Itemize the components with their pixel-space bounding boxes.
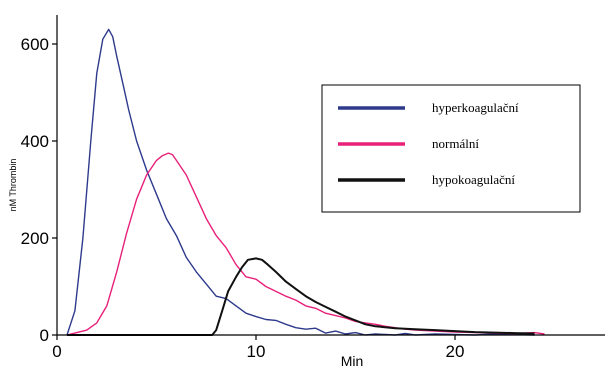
y-tick-label-3: 600 (21, 35, 49, 54)
x-tick-label-1: 10 (247, 342, 266, 361)
legend-box (321, 84, 581, 213)
legend-label-1: normální (432, 136, 479, 151)
x-axis-label: Min (341, 353, 364, 369)
legend: hyperkoagulační normální hypokoagulační (321, 84, 581, 213)
y-tick-label-2: 400 (21, 132, 49, 151)
series-line-0 (66, 28, 535, 336)
y-tick-label-0: 0 (40, 326, 49, 345)
legend-label-2: hypokoagulační (432, 172, 515, 187)
y-tick-label-1: 200 (21, 229, 49, 248)
axes (56, 15, 605, 336)
legend-label-0: hyperkoagulační (432, 100, 519, 115)
x-tick-label-0: 0 (52, 342, 61, 361)
y-axis-label: nM Thrombin (8, 159, 18, 212)
series-line-2 (67, 257, 535, 336)
x-tick-label-2: 20 (446, 342, 465, 361)
